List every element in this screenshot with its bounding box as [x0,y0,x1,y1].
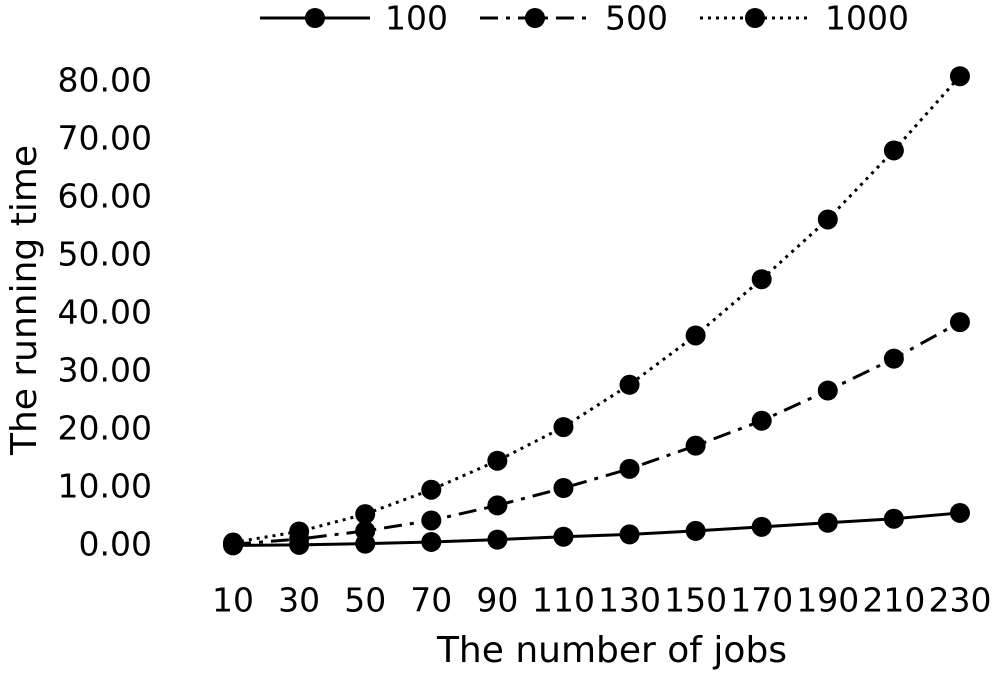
series-line [232,320,961,546]
data-point [883,348,904,369]
x-tick-label: 190 [796,581,859,620]
series-line [233,511,961,547]
data-point [751,269,772,290]
data-point [487,450,508,471]
data-point [619,524,640,545]
data-point [751,516,772,537]
y-tick-label: 40.00 [58,293,152,332]
data-point [421,510,442,531]
legend-marker [745,8,765,28]
legend-label: 1000 [825,0,909,38]
y-tick-label: 0.00 [79,525,152,564]
y-tick-label: 70.00 [58,119,152,158]
data-point [553,526,574,547]
legend-marker [525,8,545,28]
data-point [355,520,376,541]
data-point [685,435,706,456]
data-point [817,209,838,230]
y-tick-label: 50.00 [58,235,152,274]
data-point [421,531,442,552]
x-tick-label: 230 [928,581,991,620]
legend-marker [305,8,325,28]
x-tick-label: 50 [344,581,386,620]
data-point [289,521,310,542]
data-point [619,458,640,479]
x-tick-label: 210 [862,581,925,620]
legend-label: 500 [605,0,668,38]
y-tick-label: 20.00 [58,409,152,448]
data-point [817,512,838,533]
data-point [421,479,442,500]
data-point [949,66,970,87]
data-point [883,508,904,529]
x-tick-label: 130 [598,581,661,620]
data-point [685,325,706,346]
data-point [487,495,508,516]
x-axis-title: The number of jobs [436,630,787,671]
y-axis-title: The running time [4,145,45,456]
data-point [949,312,970,333]
data-point [487,529,508,550]
y-tick-label: 60.00 [58,177,152,216]
data-point [817,380,838,401]
data-point [949,502,970,523]
data-point [685,520,706,541]
data-point [619,374,640,395]
x-tick-label: 170 [730,581,793,620]
data-point [355,504,376,525]
y-tick-label: 80.00 [58,61,152,100]
data-point [553,478,574,498]
x-tick-label: 90 [476,581,518,620]
data-point [553,417,574,438]
x-tick-label: 150 [664,581,727,620]
legend-label: 100 [385,0,448,38]
x-tick-label: 30 [278,581,320,620]
data-point [223,532,244,553]
data-point [883,140,904,161]
x-tick-label: 110 [532,581,595,620]
y-tick-label: 30.00 [58,351,152,390]
series-line [232,75,962,544]
x-tick-label: 10 [212,581,254,620]
y-tick-label: 10.00 [58,467,152,506]
x-tick-label: 70 [410,581,452,620]
data-point [751,410,772,431]
